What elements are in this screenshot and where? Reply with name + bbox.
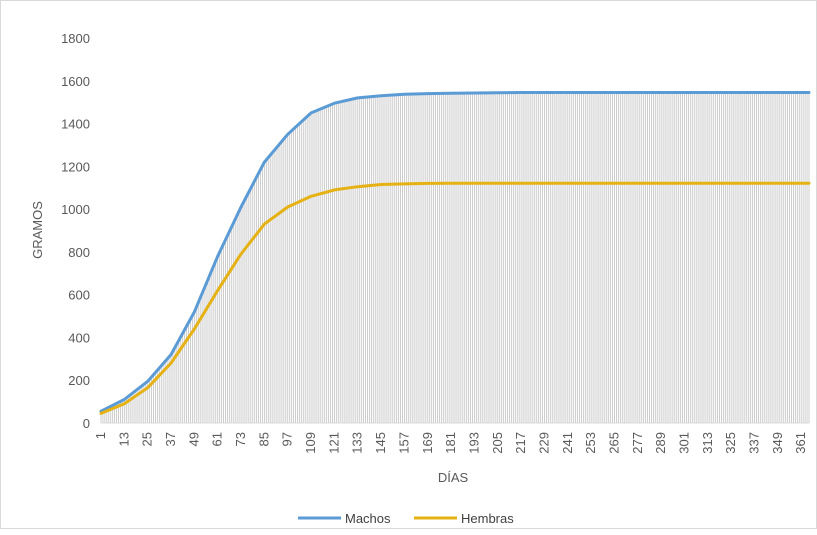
y-tick-label: 1600 [61, 74, 90, 89]
y-tick-label: 0 [83, 416, 90, 431]
x-tick-label: 133 [350, 432, 365, 454]
x-tick-label: 193 [466, 432, 481, 454]
y-tick-label: 800 [68, 245, 90, 260]
legend: Machos Hembras [298, 511, 514, 526]
x-tick-label: 301 [677, 432, 692, 454]
x-tick-label: 277 [630, 432, 645, 454]
y-tick-label: 1000 [61, 202, 90, 217]
y-tick-label: 600 [68, 288, 90, 303]
x-tick-label: 1 [93, 432, 108, 439]
x-tick-label: 49 [186, 432, 201, 446]
y-axis-ticks: 0 200 400 600 800 1000 1200 1400 1600 1800 [61, 31, 90, 431]
y-tick-label: 1800 [61, 31, 90, 46]
legend-label-machos: Machos [345, 511, 391, 526]
y-tick-label: 1400 [61, 117, 90, 132]
x-tick-label: 85 [256, 432, 271, 446]
x-tick-label: 325 [723, 432, 738, 454]
x-tick-label: 253 [583, 432, 598, 454]
legend-label-hembras: Hembras [461, 511, 514, 526]
x-axis-ticks: 1 13 25 37 49 61 73 85 97 109 121 133 145 157 169 181 19… [93, 432, 808, 454]
x-tick-label: 73 [233, 432, 248, 446]
series-layer [99, 91, 811, 415]
x-tick-label: 157 [396, 432, 411, 454]
y-tick-label: 1200 [61, 159, 90, 174]
x-tick-label: 145 [373, 432, 388, 454]
x-tick-label: 25 [140, 432, 155, 446]
series-line-machos [99, 91, 811, 413]
x-tick-label: 337 [747, 432, 762, 454]
x-tick-label: 361 [793, 432, 808, 454]
y-tick-label: 400 [68, 330, 90, 345]
x-axis-title: DÍAS [438, 470, 469, 485]
x-tick-label: 97 [280, 432, 295, 446]
y-tick-label: 200 [68, 373, 90, 388]
x-tick-label: 205 [490, 432, 505, 454]
x-tick-label: 169 [420, 432, 435, 454]
series-line-hembras [99, 181, 811, 415]
drop-lines-layer [100, 92, 810, 423]
x-tick-label: 349 [770, 432, 785, 454]
x-tick-label: 289 [653, 432, 668, 454]
x-tick-label: 217 [513, 432, 528, 454]
x-tick-label: 265 [606, 432, 621, 454]
x-tick-label: 61 [210, 432, 225, 446]
x-tick-label: 13 [116, 432, 131, 446]
x-tick-label: 121 [326, 432, 341, 454]
x-tick-label: 313 [700, 432, 715, 454]
x-tick-label: 109 [303, 432, 318, 454]
x-tick-label: 241 [560, 432, 575, 454]
x-tick-label: 181 [443, 432, 458, 454]
y-axis-title: GRAMOS [30, 201, 45, 259]
x-tick-label: 37 [163, 432, 178, 446]
x-tick-label: 229 [536, 432, 551, 454]
